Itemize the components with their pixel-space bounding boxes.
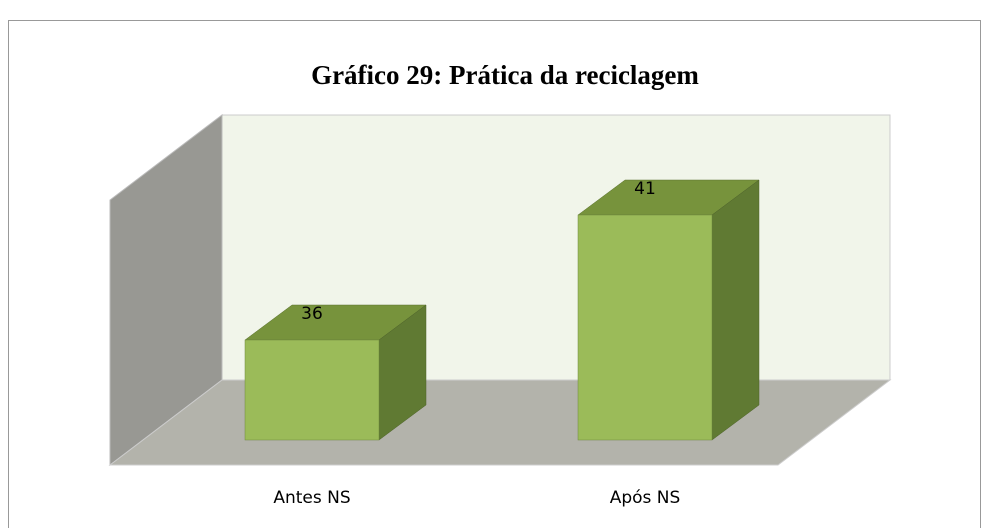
bar xyxy=(244,339,380,441)
data-label: 36 xyxy=(301,304,323,324)
bar xyxy=(577,214,713,441)
x-tick-label: Antes NS xyxy=(273,488,350,508)
floor xyxy=(108,379,892,466)
x-tick-label: Após NS xyxy=(610,488,681,508)
data-label: 41 xyxy=(634,179,656,199)
chart-title: Gráfico 29: Prática da reciclagem xyxy=(311,60,699,90)
bar-side xyxy=(711,179,760,441)
